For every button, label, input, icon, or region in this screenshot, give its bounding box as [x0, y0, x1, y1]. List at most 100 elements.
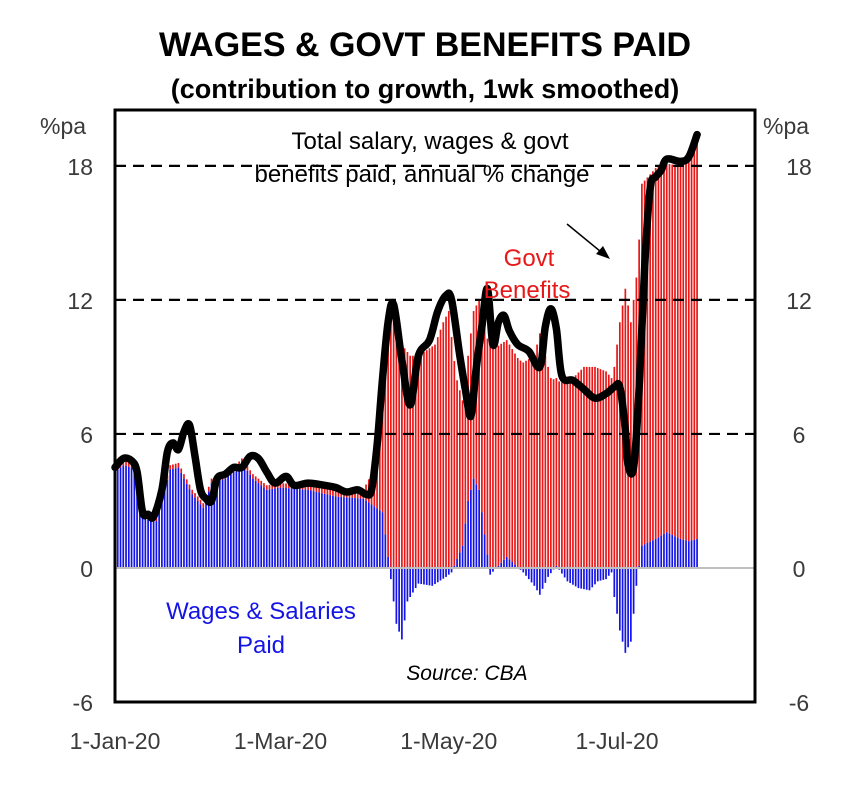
wages-bar	[566, 567, 569, 582]
wages-bar	[588, 567, 591, 591]
govt-benefits-bar	[674, 164, 676, 537]
govt-benefits-bar	[310, 485, 312, 491]
govt-benefits-bar	[585, 366, 588, 568]
wages-bar	[249, 474, 252, 568]
wages-bar	[287, 488, 290, 568]
govt-benefits-bar	[188, 484, 191, 490]
govt-benefits-bar	[439, 329, 442, 568]
wages-bar	[174, 468, 177, 568]
govt-benefits-bar	[594, 366, 596, 568]
wages-bar	[505, 556, 508, 568]
wages-bar	[207, 491, 210, 568]
wages-bar	[243, 466, 246, 568]
govt-benefits-bar	[574, 375, 577, 568]
wages-bar	[271, 488, 274, 568]
wages-bar	[218, 480, 221, 568]
wages-bar	[635, 567, 638, 586]
govt-benefits-bar	[690, 154, 693, 541]
wages-bar	[483, 534, 486, 568]
govt-benefits-bar	[326, 488, 329, 495]
govt-benefits-bar	[271, 484, 274, 489]
wages-bar	[276, 487, 279, 568]
wages-bar	[185, 483, 188, 568]
wages-bar	[530, 567, 533, 583]
wages-bar	[141, 498, 144, 568]
wages-bar	[627, 567, 629, 648]
wages-bar	[384, 534, 387, 568]
govt-benefits-bar	[246, 466, 249, 471]
wages-bar	[696, 538, 698, 568]
govt-benefits-bar	[643, 180, 646, 545]
wages-bar	[434, 567, 436, 585]
govt-benefits-bar	[605, 371, 607, 568]
govt-benefits-bar	[174, 463, 177, 469]
govt-benefits-bar	[268, 484, 271, 490]
govt-benefits-bar	[494, 346, 497, 568]
wages-bar	[630, 567, 632, 642]
govt-benefits-bar	[409, 355, 412, 568]
govt-benefits-bar	[395, 314, 398, 568]
govt-benefits-bar	[127, 462, 130, 467]
wages-bar	[326, 494, 329, 568]
chart-subtitle: (contribution to growth, 1wk smoothed)	[171, 74, 679, 104]
wages-bar	[290, 488, 293, 568]
govt-benefits-bars	[114, 141, 698, 568]
wages-bar	[572, 567, 574, 585]
wages-salaries-label-1: Wages & Salaries	[166, 598, 356, 625]
wages-bar	[296, 488, 298, 568]
wages-bar	[307, 489, 309, 568]
wages-bar	[687, 541, 690, 568]
wages-bar	[252, 478, 254, 568]
govt-benefits-bar	[519, 360, 522, 568]
govt-benefits-bar	[654, 168, 657, 539]
wages-bar	[403, 567, 406, 621]
wages-bar	[613, 567, 616, 597]
govt-benefits-bar	[533, 355, 536, 568]
wages-bar	[547, 567, 549, 577]
wages-bar	[472, 478, 475, 568]
wages-bar	[649, 541, 652, 568]
govt-benefits-bar	[334, 489, 337, 497]
govt-benefits-bar	[417, 355, 420, 568]
wages-bar	[406, 567, 409, 602]
wages-bar	[555, 565, 558, 568]
govt-benefits-bar	[183, 474, 185, 479]
wages-bar	[442, 567, 445, 579]
govt-benefits-bar	[323, 487, 326, 494]
wages-bar	[246, 470, 249, 568]
govt-benefits-bar	[434, 344, 436, 568]
wages-bar	[668, 533, 671, 568]
wages-bar	[500, 562, 503, 568]
govt-benefits-bar	[591, 366, 594, 568]
wages-bar	[279, 487, 282, 568]
y-tick-label-right: -6	[789, 690, 809, 716]
wages-bar	[541, 567, 544, 589]
govt-benefits-bar	[252, 474, 254, 479]
wages-bar	[194, 497, 196, 568]
govt-benefits-bar	[696, 141, 698, 539]
wages-bar	[456, 559, 458, 568]
wages-bar	[304, 489, 307, 568]
govt-benefits-bar	[304, 485, 307, 490]
govt-benefits-bar	[572, 378, 574, 568]
govt-benefits-bar	[442, 322, 445, 568]
plot-area	[111, 110, 755, 702]
wages-bars	[114, 462, 698, 653]
govt-benefits-bar	[649, 174, 652, 542]
govt-benefits-bar	[693, 147, 696, 540]
wages-bar	[401, 567, 403, 640]
govt-benefits-bar	[210, 478, 213, 484]
govt-benefits-bar	[263, 483, 265, 488]
govt-benefits-bar	[238, 461, 240, 466]
govt-benefits-bar	[257, 478, 260, 484]
govt-benefits-bar	[511, 349, 514, 562]
wages-bar	[478, 489, 480, 568]
wages-bar	[663, 533, 665, 568]
govt-benefits-bar	[337, 489, 340, 497]
govt-benefits-bar	[287, 483, 290, 489]
wages-bar	[238, 465, 240, 568]
govt-benefits-bar	[285, 483, 287, 488]
govt-benefits-bar	[541, 344, 544, 568]
govt-benefits-bar	[602, 370, 605, 568]
govt-benefits-bar	[185, 479, 188, 484]
